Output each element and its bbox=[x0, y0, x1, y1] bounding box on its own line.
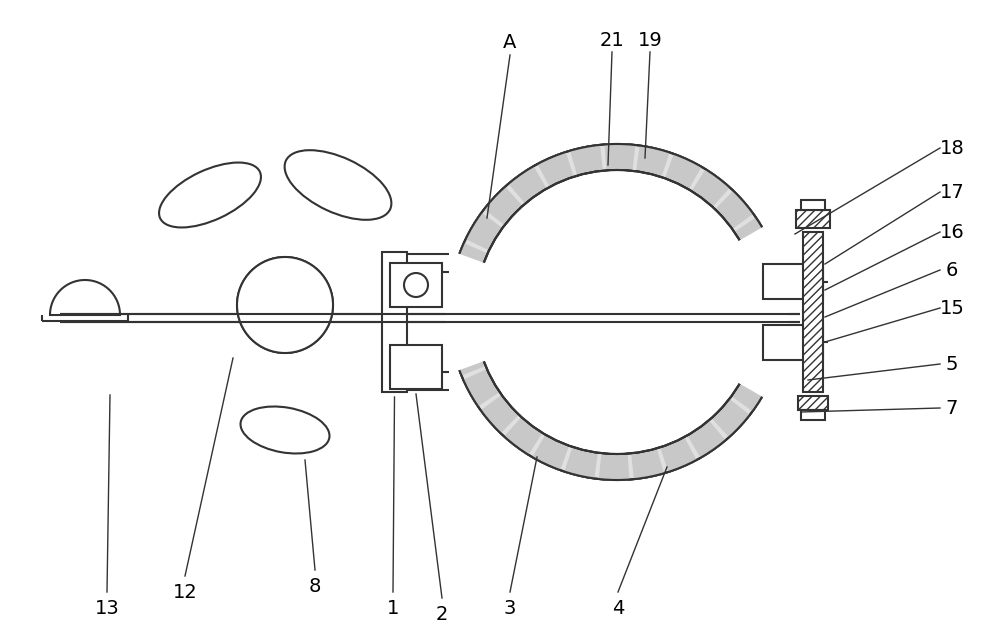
Polygon shape bbox=[464, 370, 499, 406]
Text: 5: 5 bbox=[946, 355, 958, 374]
Polygon shape bbox=[757, 283, 785, 312]
Text: 7: 7 bbox=[946, 399, 958, 417]
Polygon shape bbox=[661, 437, 696, 472]
Circle shape bbox=[449, 144, 785, 480]
Polygon shape bbox=[688, 420, 725, 458]
Polygon shape bbox=[632, 449, 663, 479]
Text: 1: 1 bbox=[387, 599, 399, 617]
Text: A: A bbox=[503, 33, 517, 52]
Text: 17: 17 bbox=[940, 183, 964, 201]
Circle shape bbox=[475, 170, 759, 454]
Text: 15: 15 bbox=[940, 298, 964, 318]
Circle shape bbox=[237, 257, 333, 353]
Ellipse shape bbox=[159, 162, 261, 227]
Polygon shape bbox=[605, 144, 635, 171]
Polygon shape bbox=[533, 435, 568, 470]
Circle shape bbox=[237, 257, 333, 353]
Polygon shape bbox=[449, 312, 477, 341]
Polygon shape bbox=[735, 218, 770, 254]
Polygon shape bbox=[666, 154, 701, 189]
Bar bbox=[763, 264, 823, 299]
Text: 8: 8 bbox=[309, 576, 321, 596]
Polygon shape bbox=[509, 167, 546, 203]
Polygon shape bbox=[747, 346, 780, 380]
Text: 18: 18 bbox=[940, 139, 964, 157]
Polygon shape bbox=[565, 447, 597, 479]
Polygon shape bbox=[446, 254, 486, 371]
Polygon shape bbox=[716, 191, 753, 229]
Polygon shape bbox=[538, 152, 573, 187]
Polygon shape bbox=[749, 249, 781, 282]
Circle shape bbox=[449, 144, 785, 480]
Polygon shape bbox=[481, 396, 518, 433]
Bar bbox=[382, 252, 407, 392]
Bar bbox=[801, 410, 825, 420]
Polygon shape bbox=[454, 243, 487, 278]
Polygon shape bbox=[692, 169, 729, 206]
Bar bbox=[796, 210, 830, 228]
Polygon shape bbox=[466, 213, 502, 250]
Polygon shape bbox=[712, 399, 749, 437]
Polygon shape bbox=[756, 317, 785, 347]
Ellipse shape bbox=[285, 150, 391, 220]
Text: 13: 13 bbox=[95, 599, 119, 617]
Bar bbox=[798, 396, 828, 410]
Bar bbox=[390, 263, 442, 307]
Text: 16: 16 bbox=[940, 222, 964, 242]
Polygon shape bbox=[505, 417, 542, 454]
Text: 4: 4 bbox=[612, 599, 624, 617]
Polygon shape bbox=[485, 187, 522, 224]
Polygon shape bbox=[449, 277, 478, 307]
Text: 3: 3 bbox=[504, 599, 516, 617]
Bar bbox=[803, 232, 823, 392]
Bar bbox=[390, 345, 442, 389]
Text: 2: 2 bbox=[436, 604, 448, 624]
Text: 6: 6 bbox=[946, 261, 958, 279]
Bar bbox=[763, 325, 823, 360]
Text: 19: 19 bbox=[638, 31, 662, 49]
Polygon shape bbox=[732, 374, 768, 411]
Circle shape bbox=[476, 171, 758, 453]
Polygon shape bbox=[637, 146, 669, 177]
Polygon shape bbox=[453, 341, 485, 375]
Bar bbox=[801, 200, 825, 210]
Polygon shape bbox=[571, 145, 602, 176]
Polygon shape bbox=[599, 453, 629, 480]
Text: 12: 12 bbox=[173, 583, 197, 601]
Polygon shape bbox=[737, 226, 788, 397]
Ellipse shape bbox=[241, 406, 329, 454]
Text: 21: 21 bbox=[600, 31, 624, 49]
Circle shape bbox=[404, 273, 428, 297]
